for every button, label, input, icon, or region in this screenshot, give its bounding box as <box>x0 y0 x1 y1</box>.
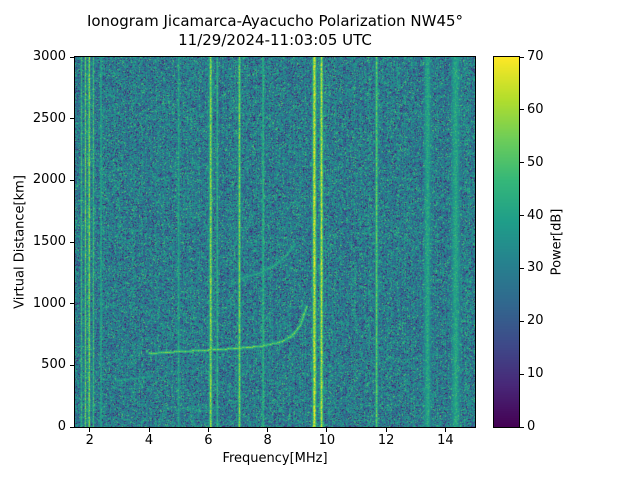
x-tick-label: 10 <box>318 433 336 448</box>
y-tick-label: 1000 <box>32 295 66 311</box>
y-tick-label: 0 <box>57 419 66 434</box>
y-tick-mark <box>70 118 74 120</box>
y-tick-mark <box>70 56 74 58</box>
colorbar-tick-label: 10 <box>527 366 544 382</box>
y-tick-mark <box>70 364 74 366</box>
x-tick-label: 8 <box>263 433 272 448</box>
colorbar-tick-label: 60 <box>527 101 544 117</box>
x-tick-mark <box>444 428 446 432</box>
x-tick-mark <box>207 428 209 432</box>
y-tick-label: 1500 <box>32 234 66 249</box>
colorbar-tick-mark <box>520 162 524 164</box>
x-tick-mark <box>148 428 150 432</box>
y-tick-label: 2500 <box>32 110 66 126</box>
colorbar-tick-mark <box>520 426 524 428</box>
y-tick-label: 3000 <box>32 49 66 64</box>
y-tick-mark <box>70 426 74 428</box>
colorbar-tick-label: 70 <box>527 49 544 64</box>
y-tick-label: 500 <box>41 357 66 373</box>
y-tick-mark <box>70 241 74 243</box>
heatmap-canvas <box>75 57 475 427</box>
x-tick-label: 12 <box>377 433 395 448</box>
x-axis-label: Frequency[MHz] <box>222 451 328 466</box>
x-tick-label: 2 <box>85 433 94 448</box>
chart-title: Ionogram Jicamarca-Ayacucho Polarization… <box>86 12 464 30</box>
colorbar-tick-mark <box>520 109 524 111</box>
colorbar-tick-label: 30 <box>527 260 544 276</box>
colorbar-tick-mark <box>520 373 524 375</box>
colorbar-tick-label: 50 <box>527 154 544 170</box>
colorbar-tick-label: 20 <box>527 313 544 329</box>
x-tick-mark <box>385 428 387 432</box>
colorbar-tick-mark <box>520 320 524 322</box>
colorbar-tick-mark <box>520 56 524 58</box>
colorbar-tick-mark <box>520 215 524 217</box>
x-tick-label: 14 <box>437 433 454 448</box>
y-tick-mark <box>70 179 74 181</box>
colorbar-tick-label: 0 <box>527 419 536 434</box>
x-tick-mark <box>326 428 328 432</box>
y-tick-mark <box>70 303 74 305</box>
x-tick-label: 6 <box>204 433 213 448</box>
colorbar-tick-label: 40 <box>527 207 544 223</box>
x-tick-mark <box>89 428 91 432</box>
y-tick-label: 2000 <box>32 172 66 188</box>
x-tick-mark <box>267 428 269 432</box>
chart-subtitle: 11/29/2024-11:03:05 UTC <box>178 31 372 49</box>
plot-area <box>74 56 476 428</box>
colorbar-label: Power[dB] <box>549 208 565 276</box>
colorbar <box>493 56 520 428</box>
colorbar-canvas <box>494 57 519 427</box>
x-tick-label: 4 <box>144 433 154 448</box>
colorbar-tick-mark <box>520 267 524 269</box>
